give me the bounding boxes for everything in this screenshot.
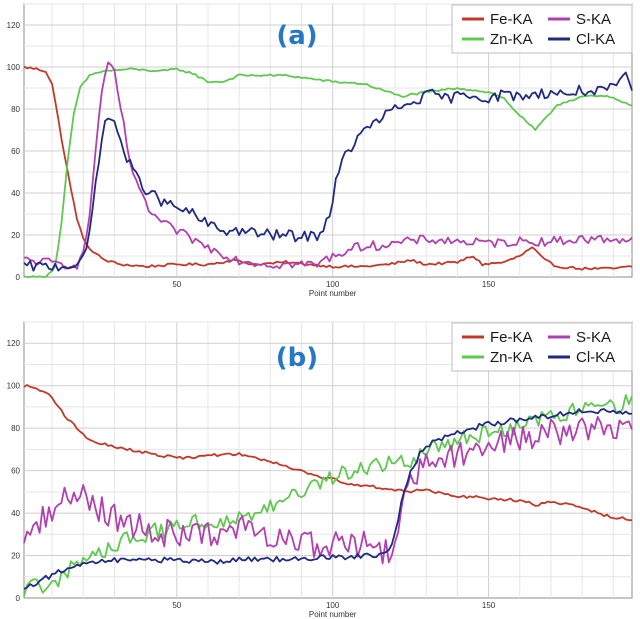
chart-panel-a: 0 20 40 60 80 100 120 50 100 150 Point number (a) Fe… (0, 0, 640, 300)
series-line-s-ka (23, 61, 633, 270)
x-axis-title: Point number (309, 289, 357, 298)
legend-box (451, 322, 633, 372)
legend-label: Cl-KA (576, 349, 615, 366)
line-chart-b: 0 20 40 60 80 100 120 50 100 150 Point number (b) Fe… (7, 321, 633, 619)
legend-label: S-KA (576, 329, 611, 346)
x-tick-label: 50 (172, 601, 181, 610)
y-tick-label: 40 (11, 509, 20, 518)
line-chart-a: 0 20 40 60 80 100 120 50 100 150 Point number (a) Fe… (7, 3, 633, 298)
x-tick-label: 150 (482, 601, 496, 610)
chart-panel-b: 0 20 40 60 80 100 120 50 100 150 Point number (b) Fe… (0, 318, 640, 619)
y-tick-label: 20 (11, 231, 20, 240)
y-tick-label: 0 (16, 594, 21, 603)
y-tick-label: 60 (11, 467, 20, 476)
series-line-cl-ka (23, 71, 633, 272)
legend-label: S-KA (576, 11, 611, 28)
y-tick-label: 80 (11, 105, 20, 114)
y-tick-label: 100 (7, 382, 21, 391)
x-tick-label: 100 (326, 601, 340, 610)
legend-label: Fe-KA (490, 11, 533, 28)
panel-label: (a) (276, 21, 317, 51)
panel-label: (b) (276, 343, 318, 373)
legend-label: Fe-KA (490, 329, 533, 346)
y-tick-label: 80 (11, 424, 20, 433)
series-line-zn-ka (23, 394, 633, 597)
x-tick-label: 150 (482, 280, 496, 289)
legend-label: Cl-KA (576, 31, 615, 48)
y-tick-label: 40 (11, 189, 20, 198)
legend-box (451, 4, 633, 54)
x-axis-title: Point number (309, 610, 357, 619)
y-tick-label: 100 (7, 63, 21, 72)
legend-label: Zn-KA (490, 31, 533, 48)
series-line-zn-ka (23, 67, 633, 278)
y-tick-label: 20 (11, 552, 20, 561)
x-tick-label: 50 (172, 280, 181, 289)
series-line-fe-ka (23, 65, 633, 271)
series-line-s-ka (23, 416, 633, 565)
y-tick-label: 120 (7, 21, 21, 30)
series-line-cl-ka (23, 408, 633, 590)
legend-label: Zn-KA (490, 349, 533, 366)
y-tick-label: 60 (11, 147, 20, 156)
y-tick-label: 120 (7, 339, 21, 348)
x-tick-label: 100 (326, 280, 340, 289)
y-tick-label: 0 (16, 273, 21, 282)
